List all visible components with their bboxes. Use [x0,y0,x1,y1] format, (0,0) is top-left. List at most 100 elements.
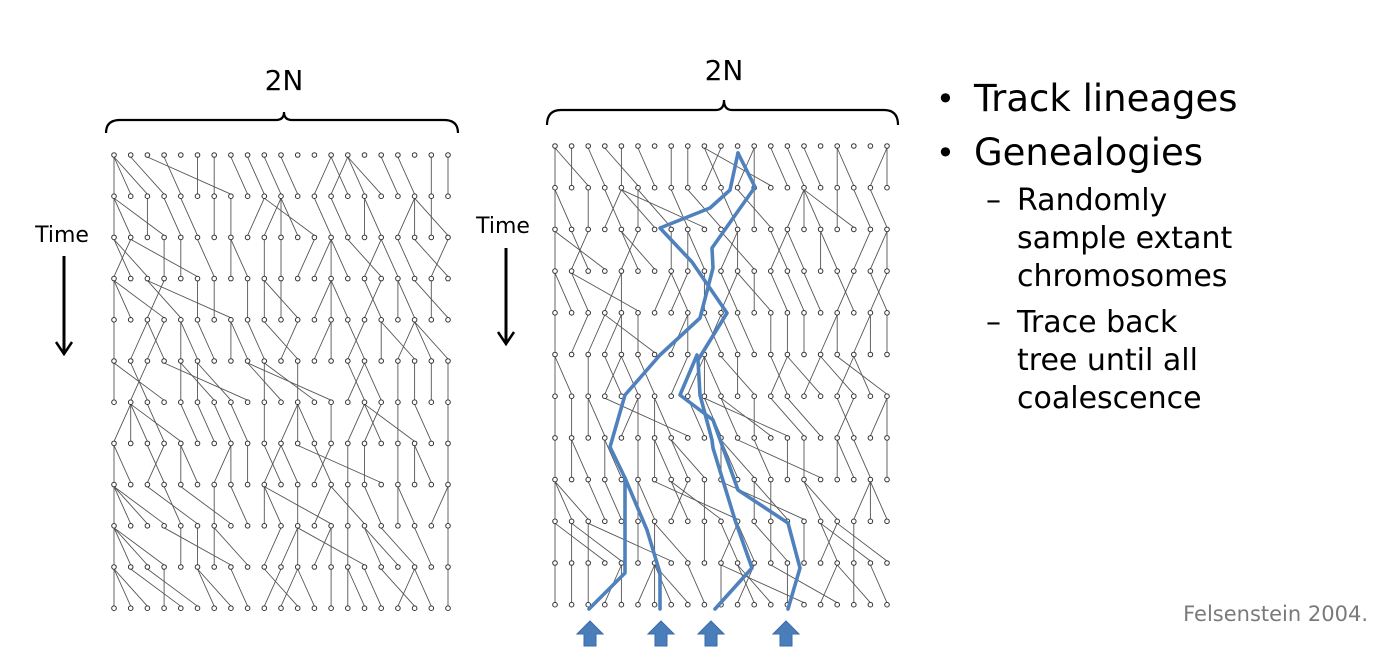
individual-node [346,482,351,487]
individual-node [195,524,200,529]
descent-line [114,487,131,524]
descent-line [114,157,147,194]
individual-node [553,352,558,357]
descent-line [588,398,605,436]
individual-node [162,400,167,405]
individual-node [852,311,857,316]
individual-node [818,185,823,190]
individual-node [262,441,267,446]
descent-line [281,445,298,482]
individual-node [329,194,334,199]
individual-node [379,524,384,529]
descent-line [231,239,248,276]
individual-node [785,561,790,566]
individual-node [586,311,591,316]
individual-node [652,602,657,607]
individual-node [769,352,774,357]
individual-node [112,235,117,240]
individual-node [735,602,740,607]
individual-node [852,519,857,524]
individual-node [279,359,284,364]
individual-node [412,359,417,364]
individual-node [852,436,857,441]
descent-line [264,569,281,606]
individual-node [603,185,608,190]
individual-node [569,436,574,441]
individual-node [586,144,591,149]
descent-line [555,357,572,395]
descent-line [164,363,248,400]
individual-node [379,194,384,199]
descent-line [314,322,331,359]
individual-node [636,602,641,607]
individual-node [603,436,608,441]
descent-line [655,398,672,436]
individual-node [195,482,200,487]
individual-node [586,394,591,399]
individual-node [735,394,740,399]
individual-node [312,565,317,570]
descent-line [381,239,398,276]
individual-node [885,352,890,357]
descent-line [621,231,654,269]
descent-line [298,569,315,606]
individual-node [719,269,724,274]
sample-arrow-icon [648,621,674,646]
individual-node [112,359,117,364]
individual-node [128,524,133,529]
descent-line [398,487,415,524]
individual-node [429,606,434,611]
individual-node [586,477,591,482]
individual-node [702,185,707,190]
descent-line [854,482,871,520]
descent-line [754,440,771,478]
individual-node [818,144,823,149]
individual-node [379,482,384,487]
individual-node [262,400,267,405]
individual-node [396,565,401,570]
individual-node [735,436,740,441]
individual-node [362,194,367,199]
descent-line [348,404,365,441]
individual-node [295,482,300,487]
individual-node [379,235,384,240]
individual-node [412,441,417,446]
individual-node [162,153,167,158]
individual-node [128,482,133,487]
descent-line [348,569,365,606]
individual-node [652,144,657,149]
descent-line [821,523,871,561]
individual-node [295,359,300,364]
individual-node [885,144,890,149]
individual-node [312,153,317,158]
individual-node [362,400,367,405]
individual-node [379,276,384,281]
individual-node [818,602,823,607]
time-arrow [56,256,72,354]
individual-node [245,565,250,570]
individual-node [429,194,434,199]
descent-line [298,239,315,276]
individual-node [769,519,774,524]
individual-node [162,606,167,611]
descent-line [214,445,231,482]
individual-node [362,235,367,240]
individual-node [553,144,558,149]
individual-node [752,144,757,149]
descent-line [572,523,622,561]
individual-node [636,477,641,482]
individual-node [212,565,217,570]
individual-node [636,227,641,232]
individual-node [362,276,367,281]
descent-line [147,281,164,318]
individual-node [262,482,267,487]
individual-node [229,400,234,405]
descent-line [164,198,181,235]
individual-node [446,482,451,487]
population-size-label: 2N [705,54,744,87]
descent-line [655,565,672,603]
descent-line [870,565,887,603]
individual-node [785,269,790,274]
descent-line [114,281,164,318]
individual-node [412,400,417,405]
